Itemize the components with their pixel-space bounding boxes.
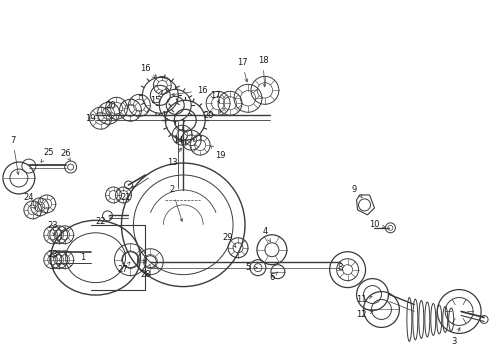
Text: 24: 24 xyxy=(24,193,35,209)
Text: 26: 26 xyxy=(60,149,71,161)
Text: 1: 1 xyxy=(80,253,85,262)
Text: 2: 2 xyxy=(170,185,183,221)
Text: 7: 7 xyxy=(10,136,19,175)
Text: 17: 17 xyxy=(210,91,220,103)
Text: 18: 18 xyxy=(258,56,268,87)
Text: 15: 15 xyxy=(150,91,162,105)
Text: 14: 14 xyxy=(173,129,184,145)
Text: 19: 19 xyxy=(211,145,225,159)
Text: 16: 16 xyxy=(172,86,207,96)
Text: 19: 19 xyxy=(85,114,100,123)
Text: 17: 17 xyxy=(237,58,248,82)
Text: 23: 23 xyxy=(48,250,58,259)
Text: 27: 27 xyxy=(117,262,130,274)
Text: 20: 20 xyxy=(203,111,221,120)
Text: 25: 25 xyxy=(41,148,54,162)
Text: 13: 13 xyxy=(167,148,181,167)
Text: 5: 5 xyxy=(245,263,257,272)
Text: 22: 22 xyxy=(96,217,112,226)
Text: 20: 20 xyxy=(105,101,116,115)
Text: 16: 16 xyxy=(140,64,155,78)
Text: 8: 8 xyxy=(337,263,343,272)
Text: 9: 9 xyxy=(352,185,362,198)
Text: 10: 10 xyxy=(369,220,385,229)
Text: 4: 4 xyxy=(262,227,270,242)
Text: 23: 23 xyxy=(48,221,58,235)
Text: 12: 12 xyxy=(356,310,373,319)
Text: 28: 28 xyxy=(140,264,151,279)
Text: 21: 21 xyxy=(120,186,133,202)
Text: 11: 11 xyxy=(356,295,372,304)
Text: 3: 3 xyxy=(451,328,460,346)
Text: 6: 6 xyxy=(269,272,277,282)
Text: 29: 29 xyxy=(223,233,236,247)
